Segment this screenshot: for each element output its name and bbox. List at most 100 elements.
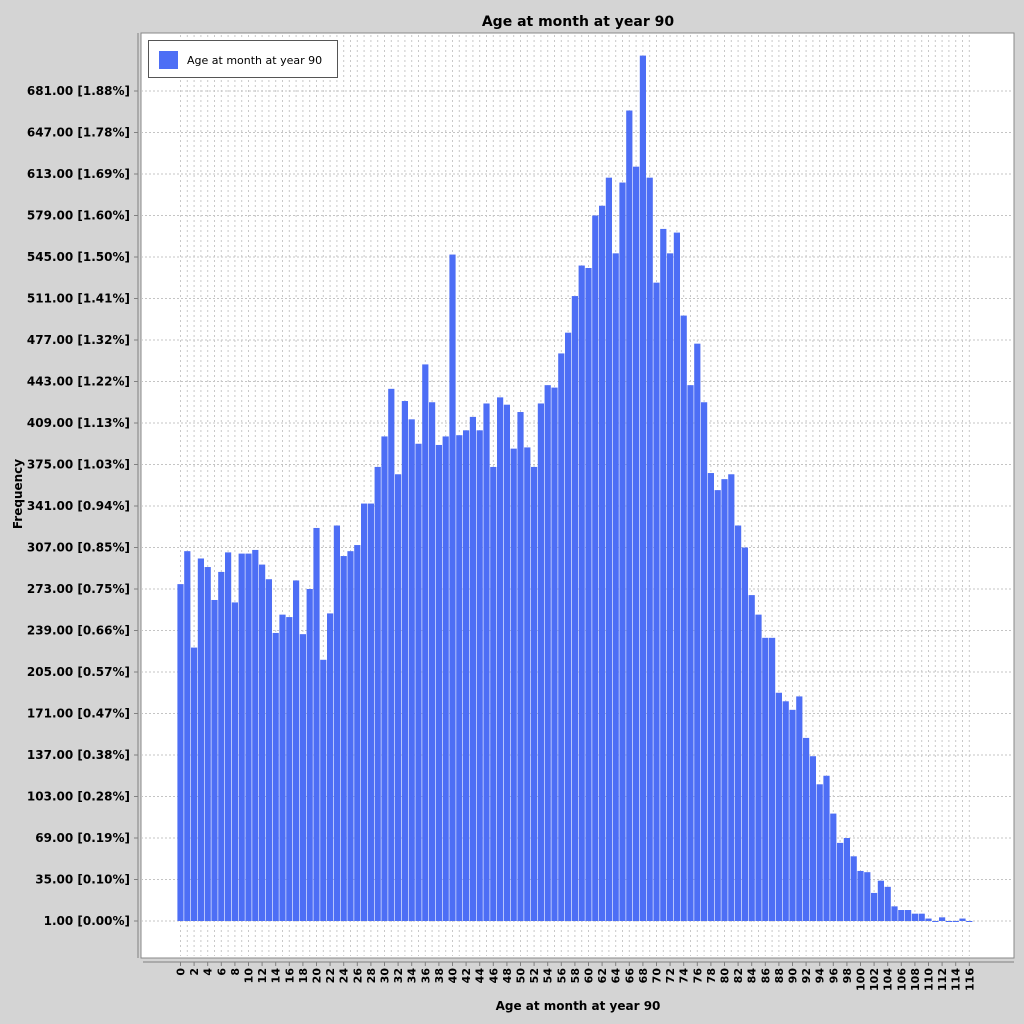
x-tick-label: 44 <box>474 968 487 984</box>
bar <box>843 838 850 921</box>
bar <box>891 906 898 921</box>
legend-swatch <box>159 51 178 69</box>
bar <box>714 490 721 921</box>
bar <box>905 910 912 921</box>
bar <box>463 430 470 921</box>
x-tick-label: 104 <box>882 968 895 991</box>
bar <box>293 580 300 921</box>
bar <box>177 584 184 921</box>
bar <box>354 545 361 921</box>
bar <box>537 403 544 921</box>
bar <box>932 921 939 922</box>
bar <box>449 254 456 921</box>
bar <box>544 385 551 922</box>
x-tick-label: 2 <box>188 968 201 976</box>
y-tick-label: 273.00 [0.75%] <box>27 582 130 596</box>
x-tick-label: 88 <box>773 968 786 983</box>
bar <box>197 558 204 921</box>
x-tick-label: 64 <box>610 968 623 984</box>
bar <box>435 444 442 921</box>
bar <box>823 775 830 921</box>
bar <box>898 910 905 921</box>
bar <box>231 602 238 921</box>
bar <box>626 110 633 921</box>
x-tick-label: 46 <box>487 968 500 984</box>
y-tick-label: 647.00 [1.78%] <box>27 126 130 140</box>
bar <box>367 503 374 921</box>
bar <box>599 205 606 921</box>
x-tick-label: 42 <box>460 968 473 983</box>
x-tick-label: 0 <box>175 968 188 976</box>
x-tick-label: 100 <box>855 968 868 991</box>
bar <box>327 613 334 921</box>
bar <box>646 177 653 922</box>
bar <box>918 913 925 921</box>
x-tick-label: 8 <box>229 968 242 976</box>
bar <box>517 412 524 921</box>
bar <box>728 474 735 921</box>
bar <box>490 466 497 921</box>
x-tick-label: 78 <box>705 968 718 983</box>
x-tick-label: 68 <box>637 968 650 983</box>
bar <box>259 564 266 921</box>
y-tick-label: 443.00 [1.22%] <box>27 375 130 389</box>
bar <box>775 692 782 921</box>
x-tick-label: 20 <box>311 968 324 984</box>
bar <box>483 403 490 921</box>
bar <box>605 177 612 922</box>
y-ticks: 1.00 [0.00%] 35.00 [0.10%] 69.00 [0.19%] 10… <box>27 84 138 928</box>
bar <box>191 647 198 921</box>
bar <box>789 709 796 921</box>
x-tick-label: 96 <box>827 968 840 984</box>
x-tick-label: 60 <box>583 968 596 984</box>
bar <box>497 397 504 921</box>
bar <box>966 921 973 922</box>
y-tick-label: 69.00 [0.19%] <box>35 831 130 845</box>
x-tick-label: 4 <box>202 968 215 976</box>
y-tick-label: 1.00 [0.00%] <box>44 914 130 928</box>
x-tick-label: 108 <box>909 968 922 991</box>
bar <box>184 551 191 921</box>
bar <box>653 282 660 922</box>
y-tick-label: 239.00 [0.66%] <box>27 624 130 638</box>
bar <box>633 166 640 922</box>
bar <box>272 632 279 921</box>
bar <box>401 401 408 921</box>
y-tick-label: 103.00 [0.28%] <box>27 790 130 804</box>
bar <box>939 917 946 921</box>
legend-label: Age at month at year 90 <box>187 54 323 67</box>
bar <box>286 617 293 921</box>
x-tick-label: 14 <box>270 968 283 984</box>
bar <box>857 870 864 921</box>
x-ticks: 0 2 4 6 8 10 12 14 16 18 20 22 24 26 28 30 32 34 36 38 40 42 4… <box>175 962 976 991</box>
bar <box>565 332 572 921</box>
bar <box>619 182 626 921</box>
bar <box>238 553 245 921</box>
bar <box>755 614 762 921</box>
bar <box>639 55 646 921</box>
x-tick-label: 22 <box>324 968 337 983</box>
x-tick-label: 32 <box>392 968 405 983</box>
bar <box>612 253 619 921</box>
x-tick-label: 54 <box>542 968 555 984</box>
bar <box>456 435 463 921</box>
bar <box>476 430 483 921</box>
bar <box>313 527 320 921</box>
bar <box>320 659 327 921</box>
x-tick-label: 38 <box>433 968 446 983</box>
y-tick-label: 545.00 [1.50%] <box>27 250 130 264</box>
x-tick-label: 26 <box>351 968 364 984</box>
y-tick-label: 579.00 [1.60%] <box>27 209 130 223</box>
x-axis-label: Age at month at year 90 <box>495 999 661 1013</box>
bar <box>748 595 755 921</box>
bar <box>884 886 891 921</box>
x-tick-label: 94 <box>814 968 827 984</box>
legend: Age at month at year 90 <box>148 40 338 78</box>
x-tick-label: 70 <box>651 968 664 984</box>
bar <box>374 466 381 921</box>
bar <box>347 551 354 921</box>
bar <box>911 913 918 921</box>
y-tick-label: 409.00 [1.13%] <box>27 416 130 430</box>
x-tick-label: 58 <box>569 968 582 983</box>
